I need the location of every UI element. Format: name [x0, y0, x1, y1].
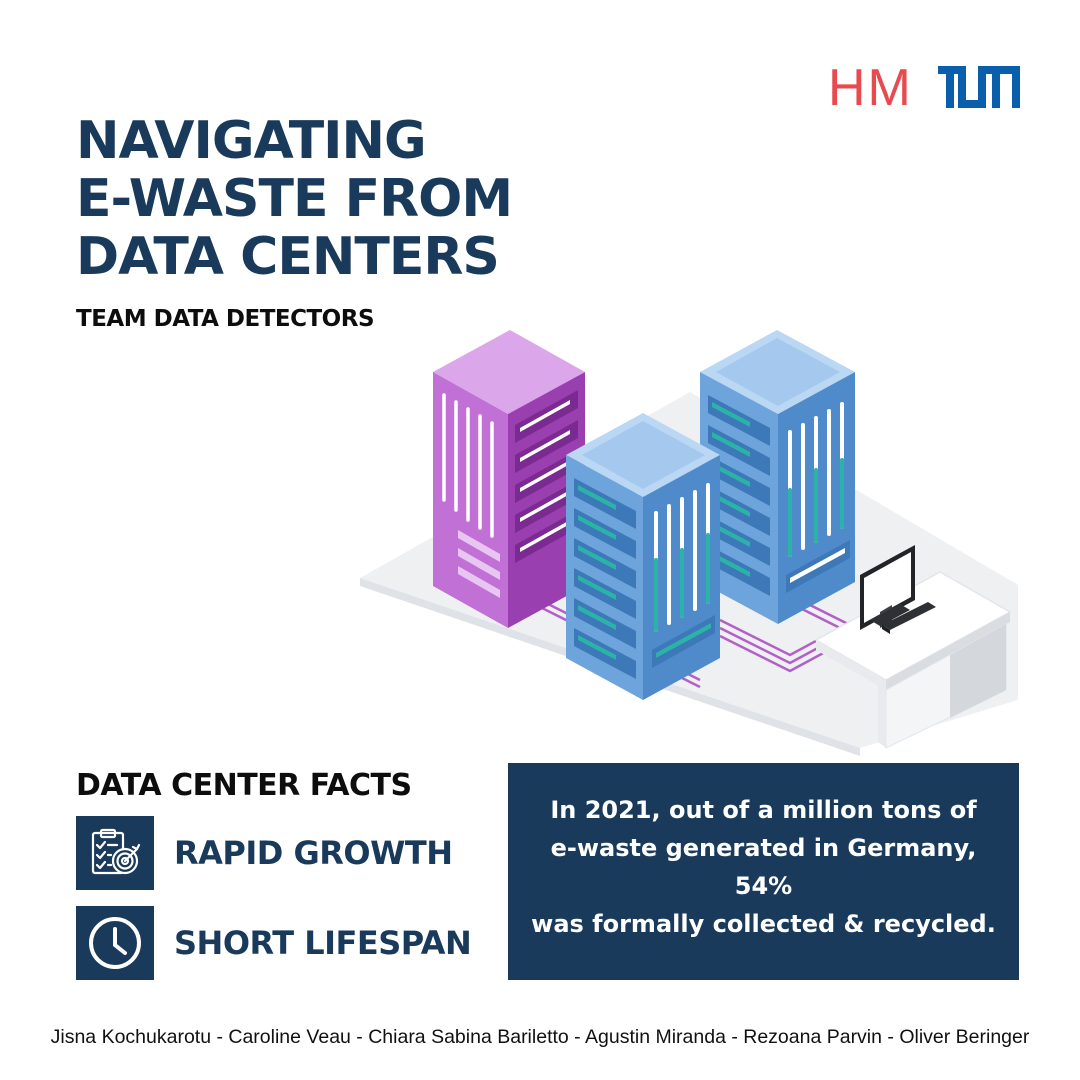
- title-line: NAVIGATING: [76, 112, 596, 170]
- fact-rapid-growth: RAPID GROWTH: [76, 816, 452, 890]
- fact-short-lifespan: SHORT LIFESPAN: [76, 906, 471, 980]
- server-room-illustration: [340, 320, 1040, 760]
- team-name: TEAM DATA DETECTORS: [76, 306, 374, 332]
- blue-server-rack-back: [700, 330, 855, 624]
- statistic-box: In 2021, out of a million tons of e-wast…: [508, 763, 1019, 980]
- tum-logo: [938, 66, 1020, 108]
- author-credits: Jisna Kochukarotu - Caroline Veau - Chia…: [0, 1026, 1080, 1049]
- purple-server-rack: [433, 330, 585, 628]
- clock-icon: [76, 906, 154, 980]
- checklist-target-icon: [76, 816, 154, 890]
- stat-text: was formally collected & recycled.: [508, 905, 1019, 943]
- fact-label: RAPID GROWTH: [174, 834, 452, 872]
- stat-text: e-waste generated in Germany,: [508, 829, 1019, 867]
- hm-logo: HM: [828, 58, 913, 118]
- stat-value: 54%: [508, 867, 1019, 905]
- title-line: E-WASTE FROM: [76, 170, 596, 228]
- fact-label: SHORT LIFESPAN: [174, 924, 471, 962]
- page-title: NAVIGATING E-WASTE FROM DATA CENTERS: [76, 112, 596, 286]
- stat-text: In 2021, out of a million tons of: [508, 791, 1019, 829]
- facts-heading: DATA CENTER FACTS: [76, 768, 412, 803]
- title-line: DATA CENTERS: [76, 228, 596, 286]
- blue-server-rack-front: [566, 413, 720, 700]
